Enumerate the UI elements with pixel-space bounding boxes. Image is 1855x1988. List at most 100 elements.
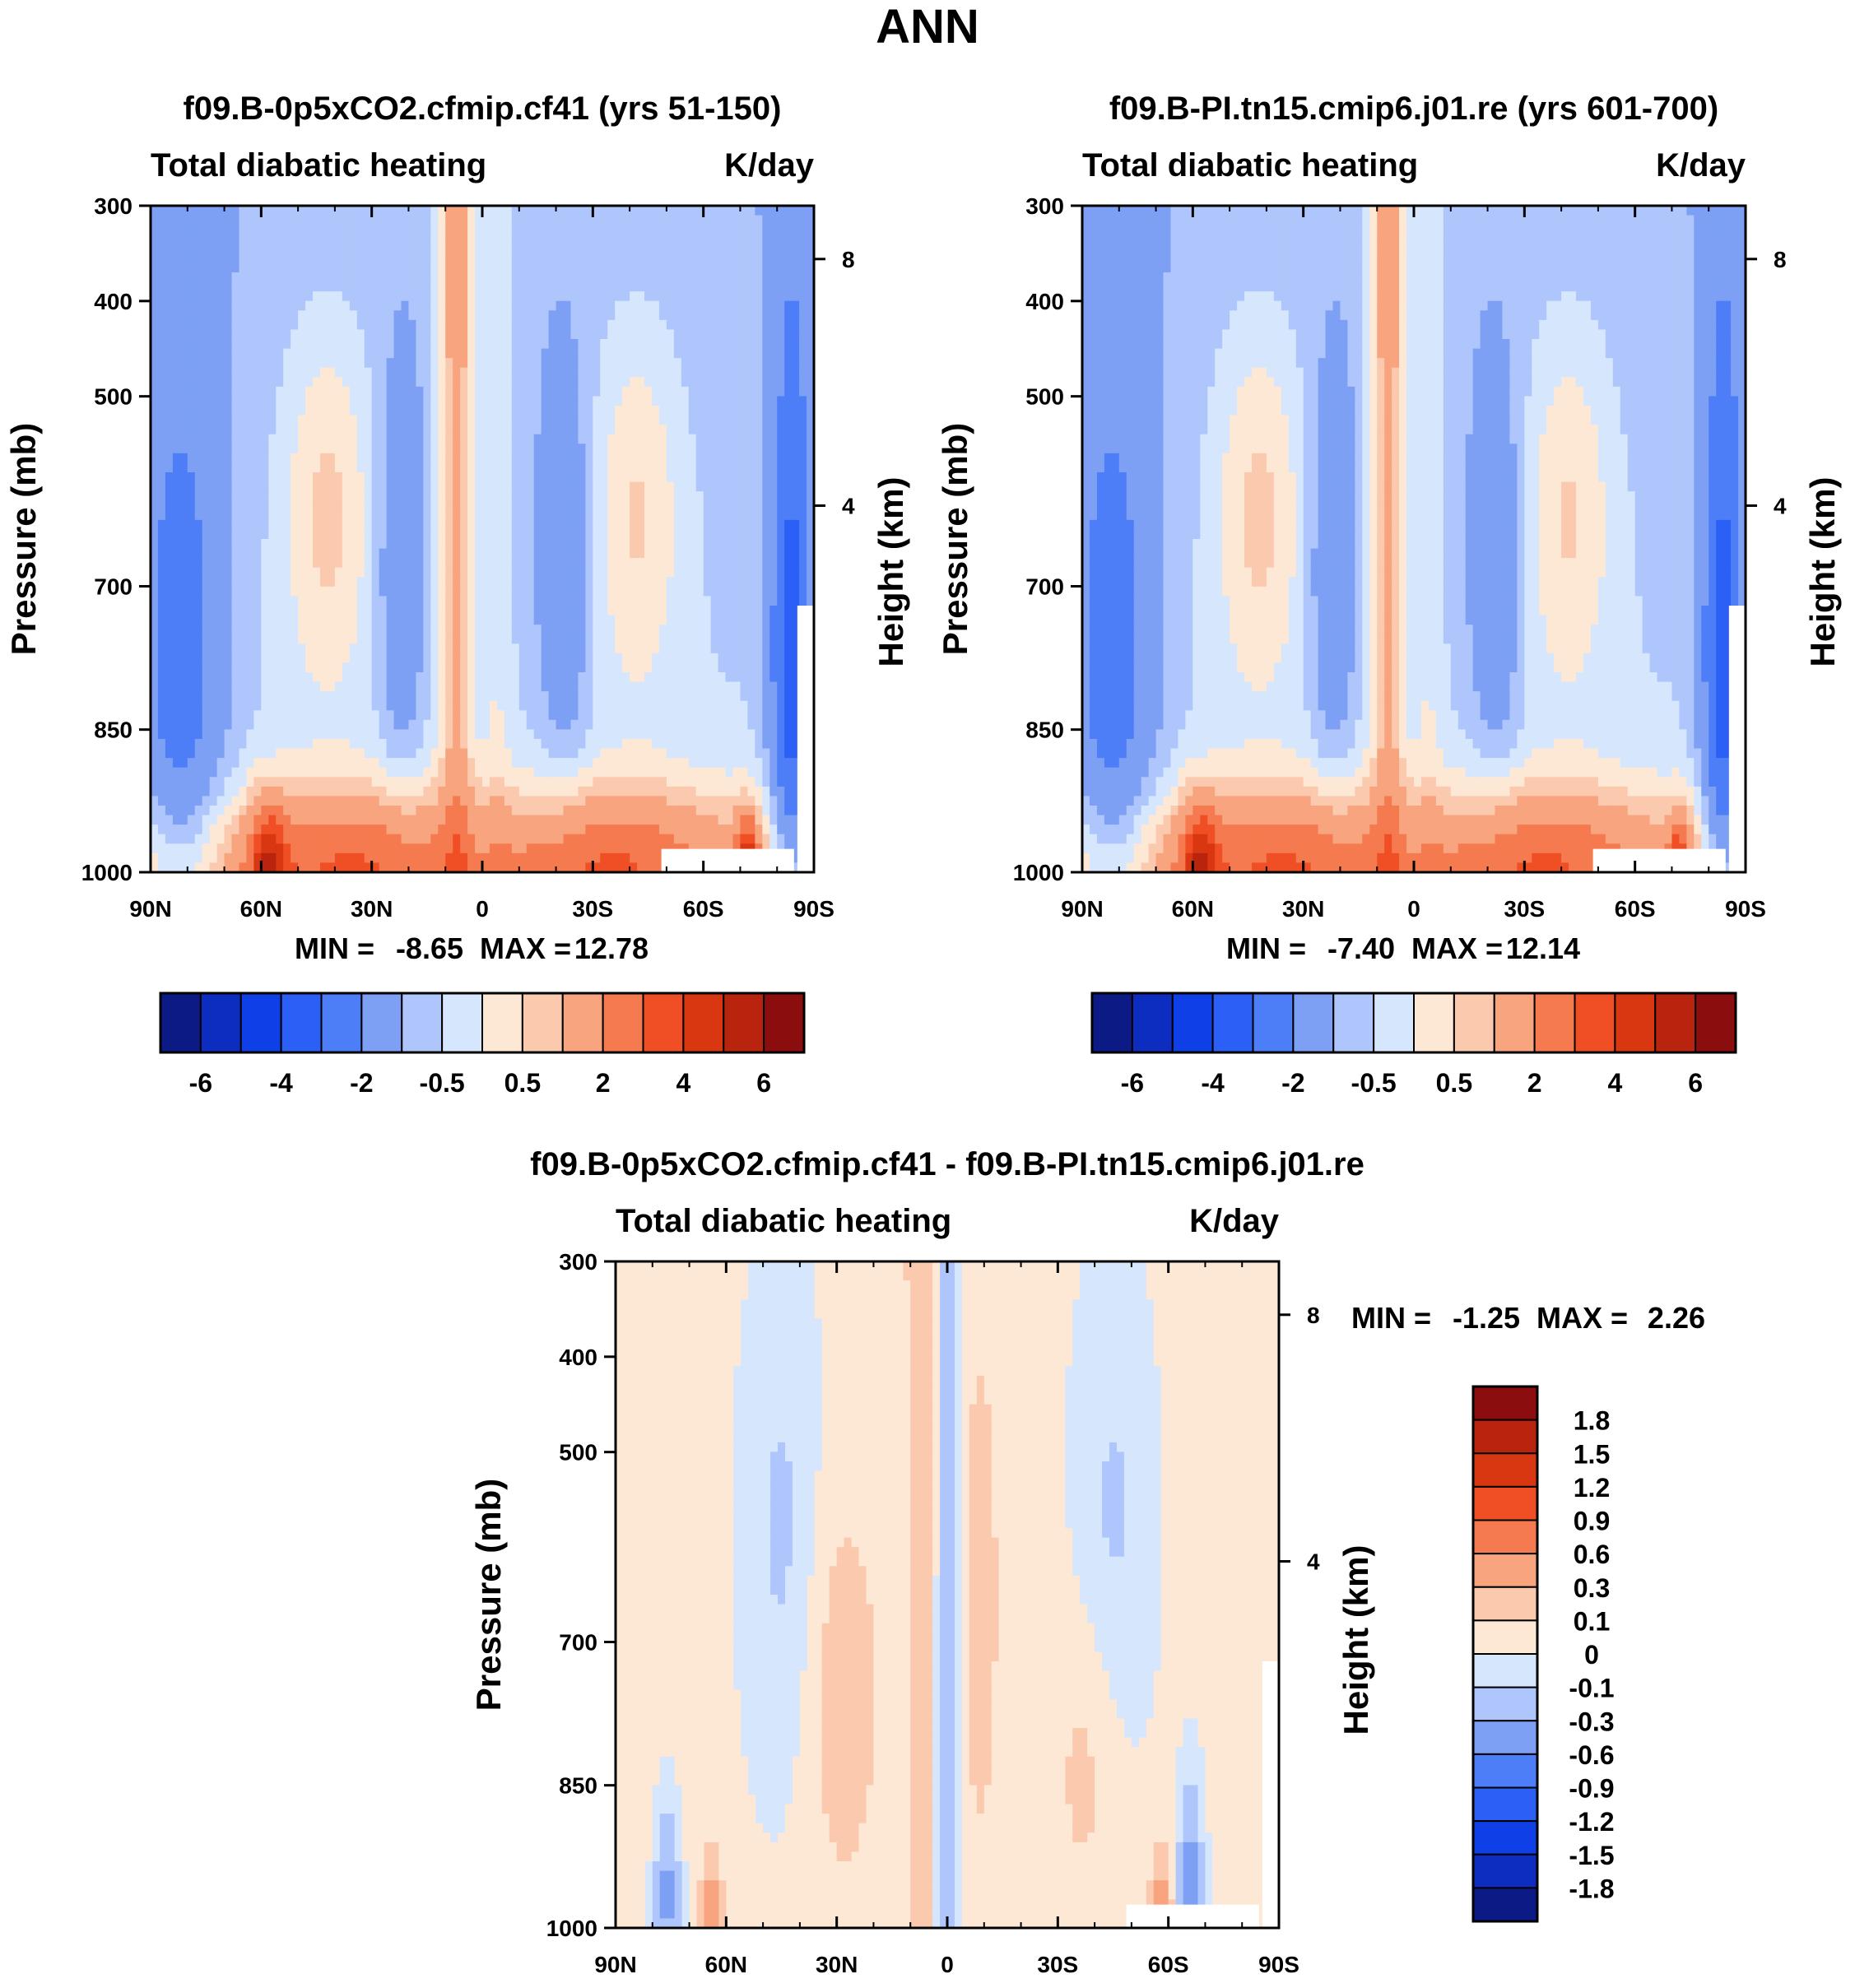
heatmap-cell (393, 700, 402, 711)
heatmap-cell (401, 434, 410, 444)
heatmap-cell (371, 691, 380, 702)
heatmap-cell (216, 653, 225, 664)
heatmap-cell (408, 244, 416, 254)
heatmap-cell (209, 406, 218, 416)
heatmap-cell (563, 625, 572, 635)
heatmap-cell (615, 262, 623, 273)
heatmap-cell (541, 367, 550, 378)
heatmap-cell (231, 700, 240, 711)
heatmap-cell (681, 253, 690, 264)
heatmap-cell (202, 406, 211, 416)
heatmap-cell (209, 425, 218, 435)
heatmap-cell (673, 577, 682, 588)
heatmap-cell (194, 348, 203, 359)
heatmap-cell (482, 577, 490, 588)
heatmap-cell (593, 558, 601, 569)
heatmap-cell (570, 510, 579, 521)
heatmap-cell (231, 319, 240, 331)
heatmap-cell (327, 234, 336, 244)
heatmap-cell (593, 567, 601, 578)
heatmap-cell (179, 215, 188, 225)
heatmap-cell (319, 462, 328, 473)
heatmap-cell (784, 434, 793, 444)
heatmap-cell (151, 206, 159, 216)
heatmap-cell (445, 272, 453, 283)
heatmap-cell (718, 643, 727, 654)
heatmap-cell (430, 472, 439, 483)
heatmap-cell (703, 719, 712, 731)
heatmap-cell (718, 548, 727, 559)
heatmap-cell (438, 253, 446, 264)
heatmap-cell (305, 396, 314, 406)
heatmap-cell (762, 719, 770, 731)
heatmap-cell (615, 577, 623, 588)
heatmap-cell (482, 206, 490, 216)
heatmap-cell (349, 444, 358, 454)
heatmap-cell (578, 519, 586, 531)
heatmap-cell (593, 367, 601, 378)
heatmap-cell (379, 253, 388, 264)
heatmap-cell (556, 567, 565, 578)
heatmap-cell (703, 434, 712, 444)
heatmap-cell (747, 415, 755, 425)
heatmap-cell (585, 434, 593, 444)
heatmap-cell (268, 415, 277, 425)
heatmap-cell (703, 425, 712, 435)
heatmap-cell (253, 386, 262, 397)
heatmap-cell (246, 406, 254, 416)
heatmap-cell (755, 719, 763, 731)
heatmap-cell (482, 596, 490, 606)
heatmap-cell (703, 634, 712, 644)
heatmap-cell (651, 586, 660, 597)
heatmap-cell (747, 567, 755, 578)
heatmap-cell (593, 529, 601, 540)
heatmap-cell (703, 615, 712, 625)
heatmap-cell (379, 729, 388, 740)
heatmap-cell (261, 548, 269, 559)
heatmap-cell (253, 377, 262, 388)
heatmap-cell (651, 719, 660, 731)
heatmap-cell (453, 519, 461, 531)
heatmap-cell (658, 615, 667, 625)
heatmap-cell (518, 472, 528, 483)
heatmap-cell (496, 643, 505, 654)
heatmap-cell (460, 253, 468, 264)
heatmap-cell (379, 300, 388, 311)
heatmap-cell (438, 367, 446, 378)
heatmap-cell (342, 596, 351, 606)
heatmap-cell (342, 653, 351, 664)
heatmap-cell (658, 558, 667, 569)
heatmap-cell (327, 634, 336, 644)
heatmap-cell (151, 586, 159, 597)
heatmap-cell (467, 300, 476, 311)
heatmap-cell (453, 406, 461, 416)
heatmap-cell (379, 215, 388, 225)
heatmap-cell (644, 710, 653, 721)
heatmap-cell (283, 596, 291, 606)
heatmap-cell (563, 472, 572, 483)
heatmap-cell (496, 225, 505, 235)
heatmap-cell (600, 558, 608, 569)
heatmap-cell (644, 319, 653, 331)
heatmap-cell (342, 491, 351, 502)
heatmap-cell (703, 643, 712, 654)
heatmap-cell (349, 329, 358, 340)
heatmap-cell (327, 339, 336, 350)
heatmap-cell (563, 681, 572, 692)
heatmap-cell (179, 558, 188, 569)
heatmap-cell (349, 710, 358, 721)
heatmap-cell (755, 586, 763, 597)
heatmap-cell (172, 606, 181, 616)
heatmap-cell (467, 281, 476, 292)
heatmap-cell (416, 510, 424, 521)
heatmap-cell (460, 662, 468, 673)
heatmap-cell (718, 700, 727, 711)
heatmap-cell (725, 700, 734, 711)
heatmap-cell (688, 681, 697, 692)
heatmap-cell (393, 491, 402, 502)
heatmap-cell (445, 367, 453, 378)
heatmap-cell (563, 586, 572, 597)
heatmap-cell (482, 291, 490, 302)
heatmap-cell (253, 225, 262, 235)
heatmap-cell (430, 700, 439, 711)
